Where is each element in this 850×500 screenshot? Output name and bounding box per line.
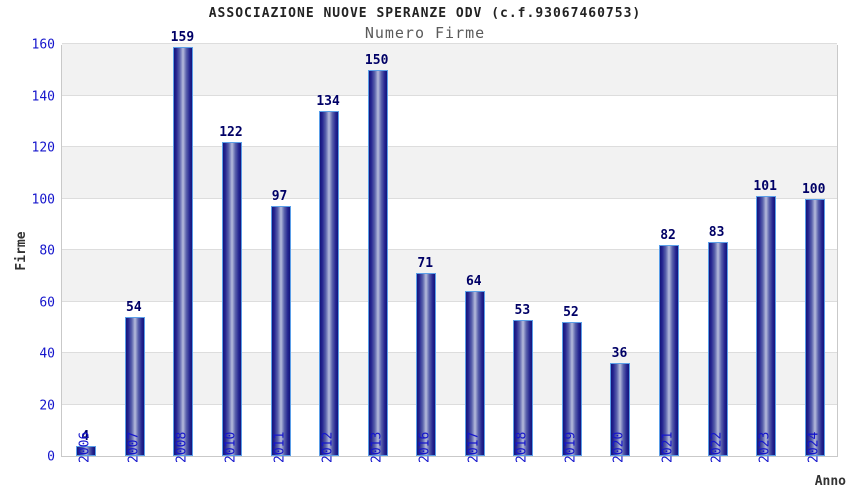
bar [804, 198, 825, 456]
x-tick-label: 2021 [660, 431, 676, 463]
bar [124, 316, 145, 456]
bar [173, 46, 194, 456]
bar-value-label: 101 [753, 178, 777, 194]
gridline [62, 43, 837, 44]
bar [610, 363, 631, 456]
y-tick-label: 160 [31, 37, 55, 53]
x-tick-label: 2011 [272, 431, 288, 463]
bar [513, 319, 534, 456]
y-tick-label: 120 [31, 140, 55, 156]
x-axis-title: Anno [814, 474, 846, 489]
bar-value-label: 82 [660, 227, 676, 243]
x-tick-label: 2018 [514, 431, 530, 463]
chart-subtitle: Numero Firme [364, 24, 486, 42]
x-tick-label: 2012 [320, 431, 336, 463]
y-tick-label: 80 [39, 243, 55, 259]
bar [221, 141, 242, 456]
bar [76, 445, 97, 456]
x-tick-label: 2016 [417, 431, 433, 463]
y-tick-label: 60 [39, 295, 55, 310]
bar-value-label: 97 [271, 189, 288, 205]
bar [319, 110, 340, 456]
bar-value-label: 4 [81, 428, 90, 444]
x-tick-label: 2010 [223, 431, 239, 463]
x-tick-label: 2022 [709, 431, 725, 463]
bar [756, 195, 777, 456]
gridline [62, 197, 837, 199]
x-tick-label: 2008 [174, 431, 190, 463]
bar-value-label: 122 [219, 124, 243, 140]
bar [561, 322, 582, 456]
x-tick-label: 2006 [77, 431, 93, 463]
gridline [62, 94, 837, 96]
x-tick-label: 2013 [369, 431, 385, 463]
y-tick-label: 140 [31, 89, 55, 104]
bar-value-label: 36 [611, 346, 628, 362]
bar-value-label: 53 [514, 302, 531, 318]
x-tick-label: 2023 [757, 431, 773, 463]
x-tick-label: 2019 [563, 431, 579, 463]
chart-title: ASSOCIAZIONE NUOVE SPERANZE ODV (c.f.930… [208, 6, 642, 21]
x-tick-label: 2020 [611, 431, 627, 463]
bar-value-label: 71 [417, 256, 434, 272]
bar-value-label: 64 [465, 274, 482, 290]
plot-area [61, 43, 838, 457]
y-tick-label: 40 [39, 346, 55, 362]
y-tick-label: 20 [39, 398, 55, 413]
bar [270, 206, 291, 456]
gridline [62, 352, 837, 353]
gridline [62, 300, 837, 302]
bar [464, 291, 485, 456]
x-tick-label: 2024 [806, 431, 822, 463]
bar-value-label: 150 [364, 52, 389, 68]
bar-value-label: 52 [563, 305, 579, 321]
bar [416, 273, 437, 456]
gridline [62, 403, 837, 405]
bar-value-label: 100 [801, 181, 826, 197]
bar [367, 69, 388, 456]
bar-value-label: 159 [170, 29, 195, 45]
y-tick-label: 100 [31, 192, 55, 207]
y-tick-label: 0 [47, 449, 55, 465]
x-tick-label: 2017 [466, 431, 482, 463]
bar-value-label: 83 [708, 225, 725, 241]
x-tick-label: 2007 [126, 431, 142, 463]
bar [707, 242, 728, 456]
bar-value-label: 54 [126, 299, 142, 315]
bar-value-label: 134 [316, 93, 340, 109]
gridline [62, 249, 837, 250]
gridline [62, 146, 837, 147]
bar [659, 244, 680, 456]
